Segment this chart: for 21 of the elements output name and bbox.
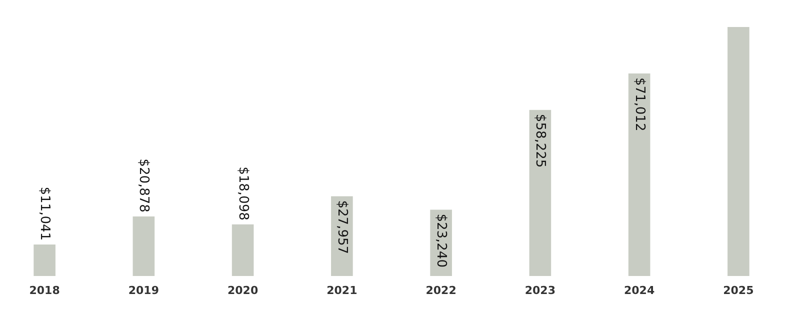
bar xyxy=(628,73,650,276)
bar xyxy=(132,216,155,276)
data-label: $18,098 xyxy=(235,166,250,220)
data-label: $20,878 xyxy=(136,158,152,212)
x-tick-label: 2022 xyxy=(426,284,456,297)
bar xyxy=(34,244,56,276)
x-tick-label: 2023 xyxy=(524,284,556,297)
data-label: $27,957 xyxy=(334,200,350,254)
x-tick-label: 2018 xyxy=(29,284,60,297)
x-tick-label: 2020 xyxy=(228,284,258,297)
x-tick-label: 2021 xyxy=(326,284,358,297)
x-tick-label: 2025 xyxy=(723,284,754,297)
data-label: $11,041 xyxy=(37,186,52,241)
x-tick-label: 2024 xyxy=(624,284,655,297)
bar xyxy=(728,27,750,276)
data-label: $58,225 xyxy=(532,114,548,168)
data-label: $71,012 xyxy=(632,77,647,132)
x-tick-label: 2019 xyxy=(128,284,159,297)
bar xyxy=(232,224,254,276)
data-label: $23,240 xyxy=(434,214,449,268)
bar xyxy=(529,110,552,276)
